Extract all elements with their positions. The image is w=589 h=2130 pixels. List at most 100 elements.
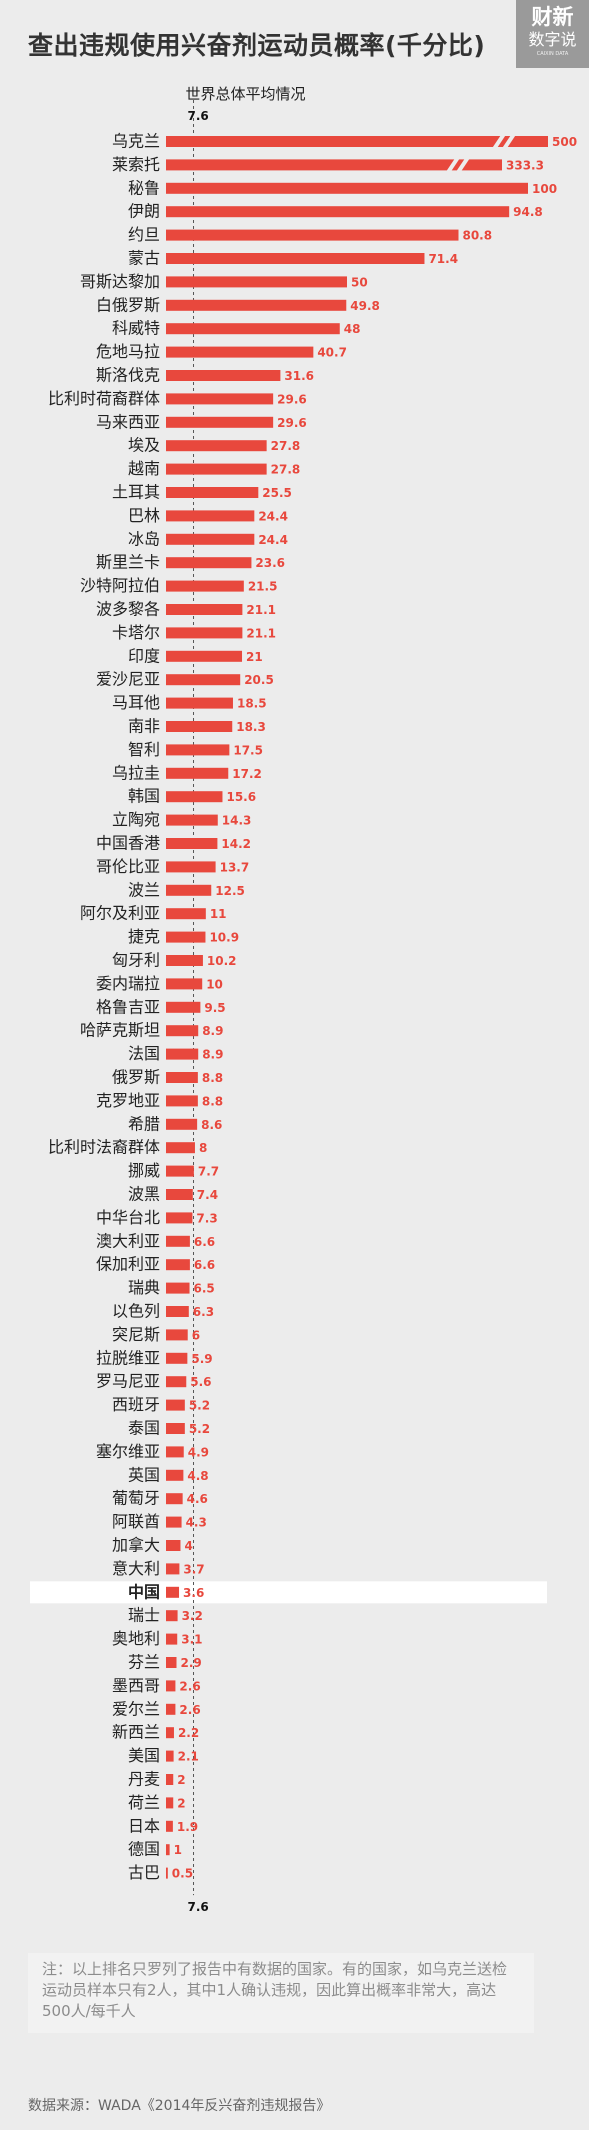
value-label: 48: [344, 322, 361, 336]
value-label: 2.6: [179, 1703, 200, 1717]
bar: [166, 1750, 174, 1762]
bar: [166, 323, 340, 335]
bar: [166, 1329, 188, 1341]
bar: [166, 1446, 184, 1458]
value-label: 7.3: [196, 1211, 217, 1225]
value-label: 333.3: [506, 158, 544, 172]
value-label: 8.8: [202, 1071, 223, 1085]
bar: [166, 1118, 198, 1130]
value-label: 0.5: [172, 1867, 193, 1881]
category-label: 丹麦: [128, 1770, 160, 1789]
chart-title: 查出违规使用兴奋剂运动员概率(千分比): [28, 31, 486, 60]
bar: [166, 978, 203, 990]
value-label: 21: [246, 650, 263, 664]
category-label: 法国: [128, 1044, 160, 1063]
value-label: 6.6: [194, 1235, 215, 1249]
value-label: 6: [192, 1328, 200, 1342]
category-label: 美国: [128, 1746, 160, 1765]
value-label: 20.5: [244, 673, 274, 687]
category-label: 奥地利: [112, 1629, 160, 1648]
value-label: 1: [174, 1843, 182, 1857]
bar: [166, 1025, 199, 1037]
reference-value-top: 7.6: [188, 109, 209, 123]
bar: [166, 182, 528, 194]
category-label: 南非: [128, 717, 160, 736]
bar: [166, 1633, 178, 1645]
category-label: 德国: [128, 1840, 160, 1859]
value-label: 5.9: [191, 1352, 212, 1366]
bar: [166, 299, 347, 311]
bar: [166, 1540, 181, 1551]
category-label: 捷克: [128, 927, 160, 946]
value-label: 9.5: [204, 1001, 225, 1015]
value-label: 7.7: [198, 1165, 219, 1179]
category-label: 马来西亚: [96, 412, 160, 431]
value-label: 21.5: [248, 580, 278, 594]
category-label: 马耳他: [112, 693, 160, 712]
value-label: 12.5: [215, 884, 245, 898]
value-label: 8.9: [202, 1048, 223, 1062]
category-label: 匈牙利: [112, 951, 160, 970]
category-label: 智利: [128, 740, 160, 759]
bar: [166, 1189, 193, 1200]
bar: [166, 744, 230, 756]
bar: [166, 627, 243, 639]
category-label: 爱沙尼亚: [96, 670, 160, 689]
category-label: 伊朗: [128, 202, 160, 221]
category-label: 拉脱维亚: [96, 1348, 160, 1367]
bar: [166, 814, 218, 826]
category-label: 哥斯达黎加: [80, 272, 160, 291]
category-label: 乌拉圭: [112, 763, 160, 782]
category-label: 西班牙: [112, 1395, 160, 1414]
category-label: 保加利亚: [96, 1255, 160, 1274]
category-label: 莱索托: [112, 155, 160, 174]
bar: [166, 370, 281, 381]
axis-break-mark: [491, 131, 507, 152]
value-label: 8.8: [202, 1094, 223, 1108]
value-label: 17.5: [233, 743, 263, 757]
category-label: 瑞典: [128, 1278, 160, 1297]
bar: [166, 416, 274, 428]
bar: [166, 1657, 177, 1668]
bar: [166, 1001, 201, 1013]
bar: [166, 1306, 189, 1317]
bar: [166, 791, 223, 803]
value-label: 3.7: [183, 1562, 204, 1576]
logo-line-1: 财新: [531, 5, 574, 29]
category-label: 新西兰: [112, 1723, 160, 1742]
value-label: 18.5: [237, 697, 267, 711]
value-label: 13.7: [220, 860, 250, 874]
bar: [166, 1469, 184, 1481]
category-label: 克罗地亚: [96, 1091, 160, 1110]
value-label: 6.5: [194, 1282, 215, 1296]
category-label: 哥伦比亚: [96, 857, 160, 876]
bar: [166, 1095, 198, 1107]
bar: [166, 767, 229, 779]
category-label: 波兰: [128, 880, 160, 899]
bar: [166, 1048, 199, 1060]
value-label: 80.8: [462, 229, 492, 243]
value-label: 17.2: [232, 767, 262, 781]
category-label: 埃及: [128, 436, 160, 455]
bar: [166, 440, 267, 452]
bar: [166, 908, 206, 920]
bar: [166, 1844, 170, 1856]
bar: [166, 253, 425, 264]
value-label: 2: [177, 1773, 185, 1787]
bar: [166, 1165, 194, 1177]
value-label: 94.8: [513, 205, 543, 219]
value-label: 25.5: [262, 486, 292, 500]
bar: [166, 955, 203, 966]
value-label: 14.3: [222, 814, 252, 828]
footnote: 注：以上排名只罗列了报告中有数据的国家。有的国家，如乌克兰送检运动员样本只有2人…: [28, 1953, 534, 2033]
category-label: 斯里兰卡: [96, 553, 160, 572]
bar-chart: 世界总体平均情况 7.6 7.6 乌克兰 500 莱索托 333.3 秘鲁 100 伊朗 94.8 约…: [30, 85, 577, 1914]
bar: [166, 510, 255, 522]
value-label: 14.2: [221, 837, 251, 851]
category-label: 希腊: [128, 1114, 160, 1133]
value-label: 23.6: [255, 556, 285, 570]
value-label: 4.9: [188, 1445, 209, 1459]
bar: [166, 1072, 198, 1083]
value-label: 2: [177, 1796, 185, 1810]
category-label: 秘鲁: [128, 178, 160, 197]
